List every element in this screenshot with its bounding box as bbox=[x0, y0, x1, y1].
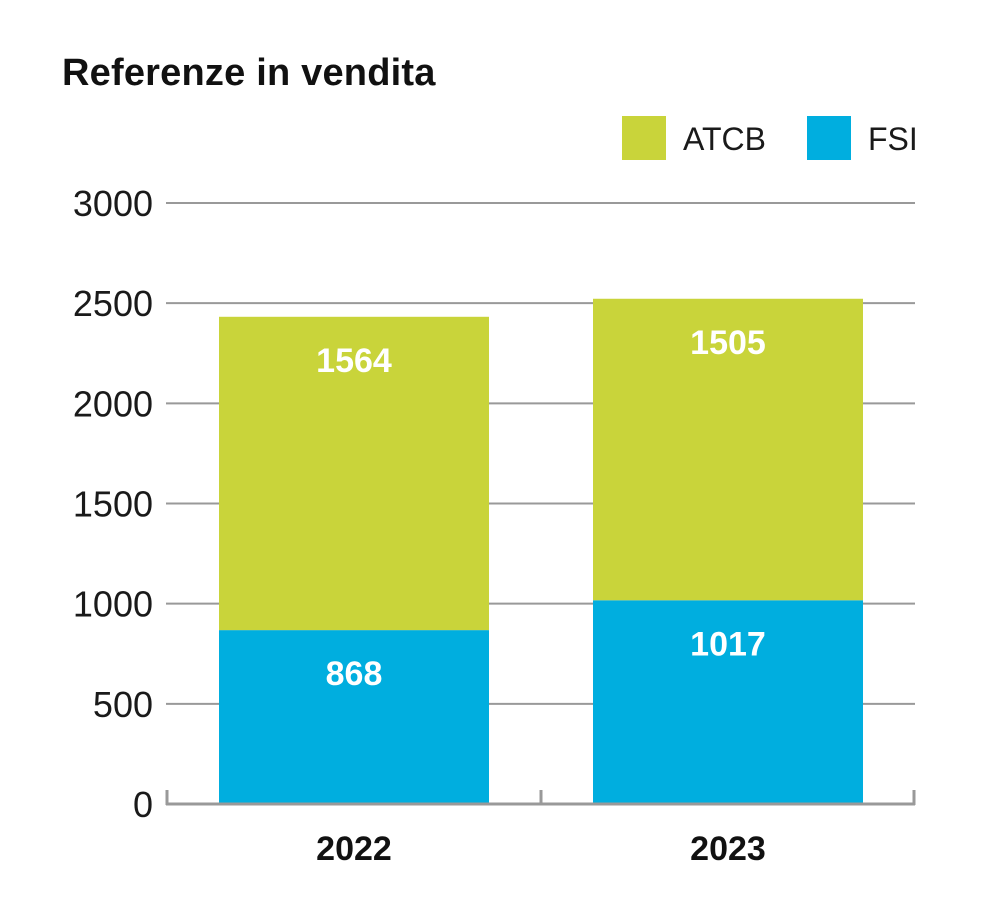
x-category-label-2022: 2022 bbox=[316, 830, 392, 868]
y-tick-label-2500: 2500 bbox=[73, 283, 153, 324]
legend-label-fsi: FSI bbox=[868, 121, 918, 157]
legend-swatch-atcb bbox=[622, 116, 666, 160]
y-tick-label-2000: 2000 bbox=[73, 383, 153, 424]
bar-fsi-2022 bbox=[219, 630, 489, 804]
bars bbox=[219, 298, 863, 804]
legend-label-atcb: ATCB bbox=[683, 121, 766, 157]
data-label-atcb-2023: 1505 bbox=[690, 324, 766, 362]
data-label-atcb-2022: 1564 bbox=[316, 342, 392, 380]
y-axis-tick-labels: 0 500 1000 1500 2000 2500 3000 bbox=[73, 183, 153, 825]
x-axis-category-labels: 2022 2023 bbox=[316, 830, 766, 868]
y-tick-label-1500: 1500 bbox=[73, 484, 153, 525]
chart-title: Referenze in vendita bbox=[62, 52, 436, 94]
legend-swatch-fsi bbox=[807, 116, 851, 160]
x-category-label-2023: 2023 bbox=[690, 830, 766, 868]
y-tick-label-500: 500 bbox=[93, 684, 153, 725]
y-tick-label-3000: 3000 bbox=[73, 183, 153, 224]
y-tick-label-1000: 1000 bbox=[73, 584, 153, 625]
data-label-fsi-2023: 1017 bbox=[690, 625, 766, 663]
bar-fsi-2023 bbox=[593, 600, 863, 804]
x-axis bbox=[165, 790, 916, 806]
data-labels: 868 1564 1017 1505 bbox=[316, 324, 766, 693]
legend: ATCB FSI bbox=[622, 116, 918, 160]
bar-atcb-2022 bbox=[219, 316, 489, 631]
data-label-fsi-2022: 868 bbox=[326, 655, 383, 693]
bar-atcb-2023 bbox=[593, 298, 863, 601]
y-tick-label-0: 0 bbox=[133, 784, 153, 825]
